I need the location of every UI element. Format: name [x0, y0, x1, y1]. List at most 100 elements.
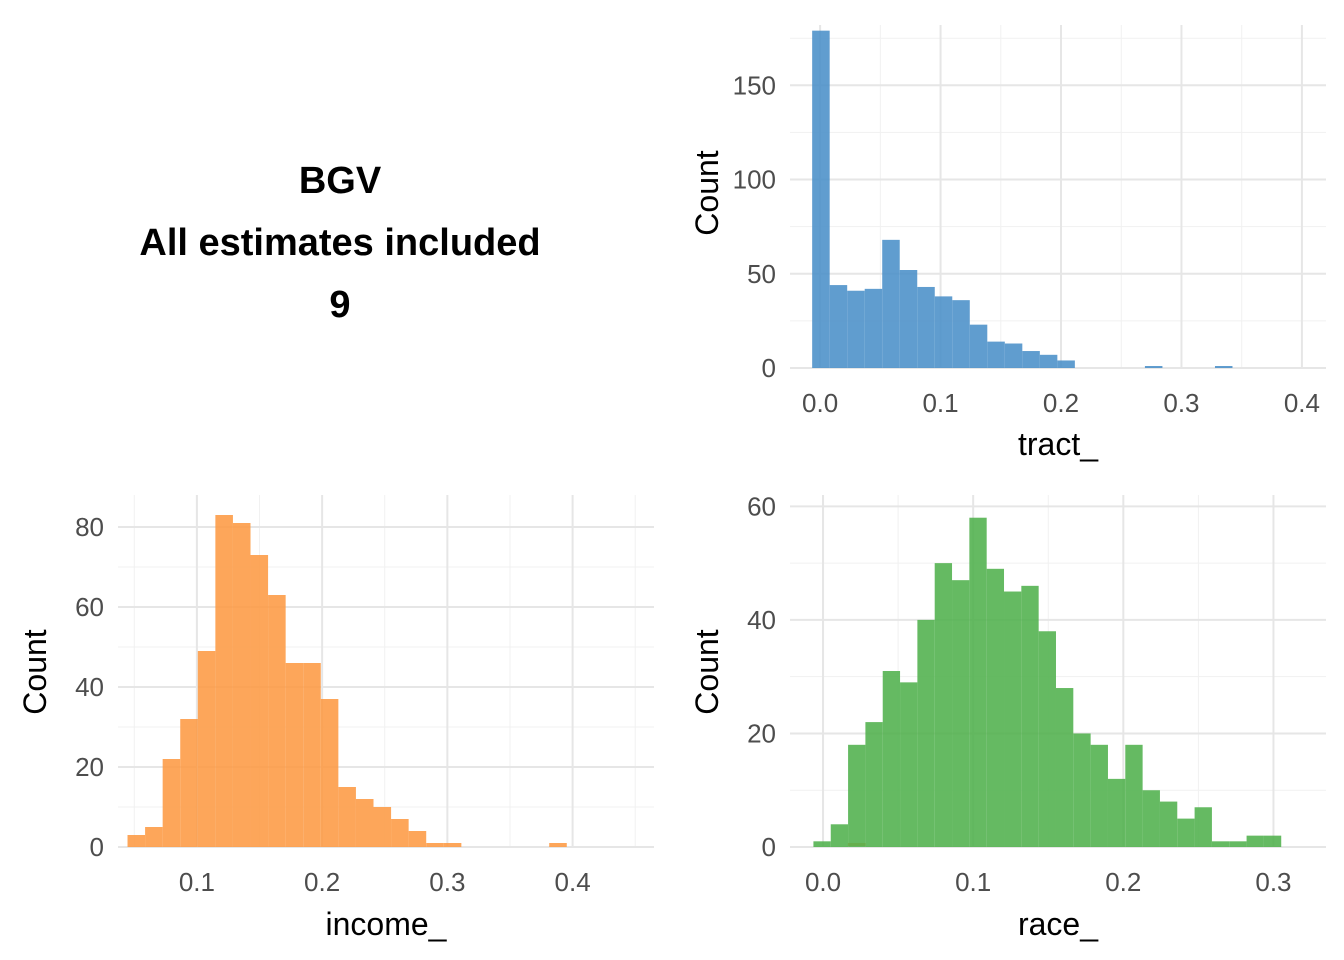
income-histogram-bar: [391, 819, 409, 847]
x-tick-label: 0.2: [1105, 867, 1141, 897]
income-histogram-bar: [197, 651, 216, 847]
y-tick-label: 20: [747, 718, 776, 748]
y-tick-label: 100: [733, 165, 776, 195]
race-histogram-bar: [1073, 733, 1091, 847]
race-histogram-bar: [1142, 790, 1160, 847]
title-line-1: BGV: [298, 160, 382, 202]
income-histogram-bar: [303, 663, 321, 847]
race-histogram-bar: [1090, 744, 1108, 847]
income-histogram-bar: [250, 555, 269, 847]
income-histogram-bar: [549, 843, 567, 847]
race-histogram-bar: [1055, 688, 1074, 847]
tract-histogram-bar: [1057, 360, 1075, 368]
income-histogram-bar: [145, 827, 163, 847]
race-histogram-bar: [848, 744, 866, 847]
income-histogram-bar: [232, 523, 251, 847]
tract-histogram-bar: [952, 300, 970, 368]
tract-histogram-bar: [934, 296, 953, 368]
tract-histogram-bar: [987, 341, 1005, 368]
plot-title: BGV All estimates included 9: [60, 150, 620, 336]
income-histogram-bar: [373, 807, 392, 847]
income-histogram-bar: [215, 515, 233, 847]
tract-histogram-bar: [847, 290, 865, 368]
x-tick-label: 0.3: [429, 867, 465, 897]
y-tick-label: 0: [90, 832, 104, 862]
race-histogram-bar: [1159, 801, 1178, 847]
income-histogram-bar: [180, 719, 198, 847]
income-histogram-bar: [355, 799, 374, 847]
race-histogram-panel: 0.0 0.1 0.2 0.3 0 20 40 60 race_ Count: [689, 491, 1326, 942]
race-histogram-bar: [1107, 778, 1126, 847]
x-axis-title: income_: [326, 906, 448, 942]
title-line-3: 9: [329, 284, 351, 326]
x-tick-label: 0.2: [1043, 388, 1079, 418]
y-axis-title: Count: [689, 150, 725, 236]
income-histogram-bar: [285, 663, 304, 847]
tract-histogram-bar: [1022, 351, 1040, 368]
race-histogram-bar: [1263, 835, 1282, 847]
tract-histogram-bar: [1214, 366, 1233, 368]
income-histogram-bar: [268, 595, 286, 847]
income-histogram-bar: [443, 843, 462, 847]
race-histogram-bar: [865, 722, 883, 847]
income-histogram-bar: [408, 831, 427, 847]
y-tick-label: 150: [733, 70, 776, 100]
y-tick-label: 50: [747, 259, 776, 289]
tract-histogram-bar: [1039, 354, 1058, 368]
x-tick-label: 0.0: [805, 867, 841, 897]
race-histogram-bar: [1246, 835, 1264, 847]
y-tick-label: 60: [747, 491, 776, 521]
tract-histogram-bar: [899, 270, 918, 368]
tract-histogram-bar: [1004, 343, 1023, 368]
x-tick-label: 0.1: [955, 867, 991, 897]
race-histogram-bar: [917, 619, 935, 847]
x-axis-title: tract_: [1018, 426, 1099, 462]
y-tick-label: 40: [75, 672, 104, 702]
income-histogram-bar: [127, 835, 146, 847]
y-axis-title: Count: [689, 629, 725, 715]
y-tick-label: 60: [75, 592, 104, 622]
x-tick-label: 0.4: [1284, 388, 1320, 418]
race-histogram-bar: [900, 682, 918, 847]
y-axis-title: Count: [17, 629, 53, 715]
race-histogram-bar: [952, 580, 970, 847]
tract-histogram-bar: [864, 288, 883, 368]
y-tick-label: 20: [75, 752, 104, 782]
x-tick-label: 0.1: [922, 388, 958, 418]
tract-histogram-bar: [882, 239, 900, 368]
race-histogram-bar: [1004, 591, 1022, 847]
y-tick-label: 40: [747, 605, 776, 635]
x-tick-label: 0.3: [1163, 388, 1199, 418]
race-histogram-bar: [813, 841, 831, 847]
y-tick-label: 80: [75, 512, 104, 542]
race-histogram-bar: [1194, 807, 1212, 847]
race-histogram-bar: [1125, 744, 1143, 847]
race-histogram-bar: [1021, 585, 1039, 847]
income-histogram-bar: [162, 759, 181, 847]
race-histogram-bar: [882, 671, 901, 847]
income-histogram-bar: [320, 699, 339, 847]
race-histogram-bar: [1177, 818, 1195, 847]
income-histogram-panel: 0.1 0.2 0.3 0.4 0 20 40 60 80 income_ Count: [17, 495, 866, 942]
x-tick-label: 0.2: [304, 867, 340, 897]
tract-histogram-bar: [969, 324, 988, 368]
x-tick-label: 0.4: [555, 867, 591, 897]
tract-histogram-bar: [1144, 366, 1163, 368]
x-tick-label: 0.1: [179, 867, 215, 897]
race-histogram-bar: [934, 563, 953, 847]
tract-histogram-bar: [829, 285, 848, 368]
y-tick-label: 0: [762, 353, 776, 383]
income-histogram-bar: [338, 787, 356, 847]
race-histogram-bar: [986, 568, 1005, 847]
race-histogram-bar: [1229, 841, 1247, 847]
race-histogram-bar: [969, 517, 987, 847]
race-histogram-bar: [830, 824, 849, 847]
tract-histogram-panel: 0.0 0.1 0.2 0.3 0.4 0 50 100 150 tract_ Count: [689, 25, 1326, 462]
tract-histogram-bar: [917, 286, 935, 368]
tract-histogram-bar: [812, 30, 830, 369]
race-histogram-bar: [1211, 841, 1230, 847]
y-tick-label: 0: [762, 832, 776, 862]
x-tick-label: 0.3: [1255, 867, 1291, 897]
race-histogram-bar: [1038, 631, 1056, 847]
